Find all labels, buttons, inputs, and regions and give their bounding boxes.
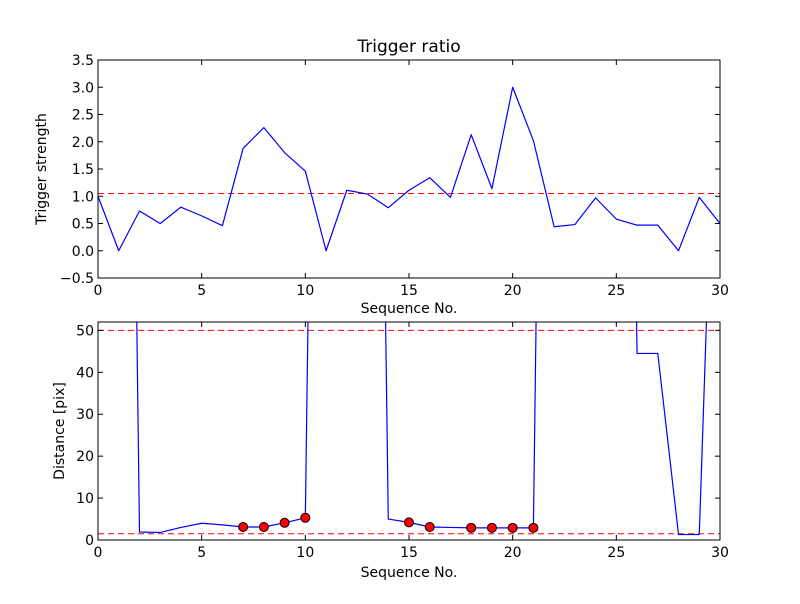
y-tick-label: 3.0 xyxy=(72,80,94,96)
x-tick-label: 10 xyxy=(296,545,314,561)
data-point xyxy=(258,522,269,533)
series-markers xyxy=(238,512,539,533)
data-point xyxy=(528,522,539,533)
y-tick-label: 0.5 xyxy=(72,217,94,233)
data-point xyxy=(404,517,414,528)
series-line xyxy=(136,322,309,534)
threshold-lines xyxy=(98,329,720,535)
x-tick-label: 10 xyxy=(296,283,314,299)
x-axis-ticks: 0 5 10 15 20 25 30 xyxy=(94,60,729,299)
y-axis-ticks: −0.5 0.0 0.5 1.0 1.5 2.0 2.5 3.0 3.5 xyxy=(60,53,720,287)
x-tick-label: 30 xyxy=(711,283,729,299)
x-tick-label: 30 xyxy=(711,545,729,561)
y-tick-label: 2.0 xyxy=(72,135,94,151)
x-tick-label: 5 xyxy=(197,545,206,561)
subplot-distance: 0 5 10 15 20 25 30 0 10 20 30 40 50 Sequence No. Di… xyxy=(52,321,729,581)
x-tick-label: 25 xyxy=(607,545,625,561)
y-tick-label: 0 xyxy=(85,533,94,549)
chart-title: Trigger ratio xyxy=(356,37,460,57)
y-tick-label: 0.0 xyxy=(72,244,94,260)
y-axis-label: Trigger strength xyxy=(34,113,50,226)
x-axis-label: Sequence No. xyxy=(361,301,458,317)
subplot-trigger-ratio: Trigger ratio 0 5 10 15 20 25 30 −0.5 0.0 0.5 1.0… xyxy=(34,37,729,317)
series-lines xyxy=(136,322,708,536)
y-tick-label: 1.0 xyxy=(72,189,94,205)
y-tick-label: 30 xyxy=(76,407,94,423)
y-tick-label: −0.5 xyxy=(60,271,94,287)
x-tick-label: 20 xyxy=(504,283,522,299)
x-tick-label: 0 xyxy=(94,545,103,561)
x-tick-label: 15 xyxy=(400,283,418,299)
plot-area xyxy=(98,322,720,540)
x-tick-label: 25 xyxy=(607,283,625,299)
data-point xyxy=(238,522,249,533)
y-tick-label: 40 xyxy=(76,365,94,381)
data-point xyxy=(466,522,477,533)
series-lines xyxy=(98,86,720,252)
data-point xyxy=(279,517,290,528)
y-axis-ticks: 0 10 20 30 40 50 xyxy=(76,323,720,549)
x-tick-label: 0 xyxy=(94,283,103,299)
y-axis-label: Distance [pix] xyxy=(52,382,68,480)
series-line xyxy=(98,86,720,252)
data-point xyxy=(300,512,311,523)
data-point xyxy=(507,522,518,533)
x-axis-ticks: 0 5 10 15 20 25 30 xyxy=(94,322,729,561)
y-tick-label: 10 xyxy=(76,491,94,507)
data-point xyxy=(424,522,435,533)
x-axis-label: Sequence No. xyxy=(361,565,458,581)
series-line xyxy=(385,322,537,529)
data-point xyxy=(486,522,497,533)
x-tick-label: 5 xyxy=(197,283,206,299)
plot-area xyxy=(98,60,720,278)
y-tick-label: 3.5 xyxy=(72,53,94,69)
series-line xyxy=(635,322,708,536)
y-tick-label: 2.5 xyxy=(72,108,94,124)
y-tick-label: 50 xyxy=(76,323,94,339)
y-tick-label: 20 xyxy=(76,449,94,465)
x-tick-label: 20 xyxy=(504,545,522,561)
y-tick-label: 1.5 xyxy=(72,162,94,178)
x-tick-label: 15 xyxy=(400,545,418,561)
